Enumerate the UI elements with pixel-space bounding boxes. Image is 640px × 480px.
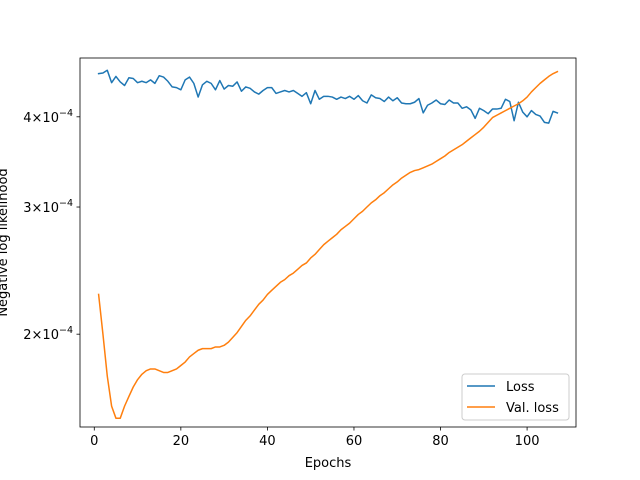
y-axis-ticks: 2×10−4 3×10−4 4×10−4 bbox=[23, 108, 80, 343]
legend-label-loss: Loss bbox=[506, 380, 535, 395]
y-tick-label: 2×10−4 bbox=[23, 325, 73, 343]
x-tick-label: 0 bbox=[90, 434, 98, 449]
x-axis-label: Epochs bbox=[305, 456, 352, 471]
x-tick-label: 40 bbox=[259, 434, 276, 449]
x-axis-ticks: 0 20 40 60 80 100 bbox=[90, 427, 540, 449]
x-tick-label: 60 bbox=[346, 434, 363, 449]
plot-frame bbox=[79, 57, 577, 428]
x-tick-label: 100 bbox=[515, 434, 540, 449]
y-axis-label: Negative log likelihood bbox=[0, 168, 11, 316]
x-tick-label: 80 bbox=[432, 434, 449, 449]
x-tick-label: 20 bbox=[173, 434, 190, 449]
y-tick-label: 3×10−4 bbox=[23, 198, 73, 216]
legend-label-val-loss: Val. loss bbox=[506, 401, 559, 416]
plot-lines bbox=[97, 69, 559, 419]
series-line-loss bbox=[97, 69, 559, 124]
series-line-val-loss bbox=[97, 70, 559, 419]
y-tick-label: 4×10−4 bbox=[23, 108, 73, 126]
legend: Loss Val. loss bbox=[461, 373, 570, 421]
